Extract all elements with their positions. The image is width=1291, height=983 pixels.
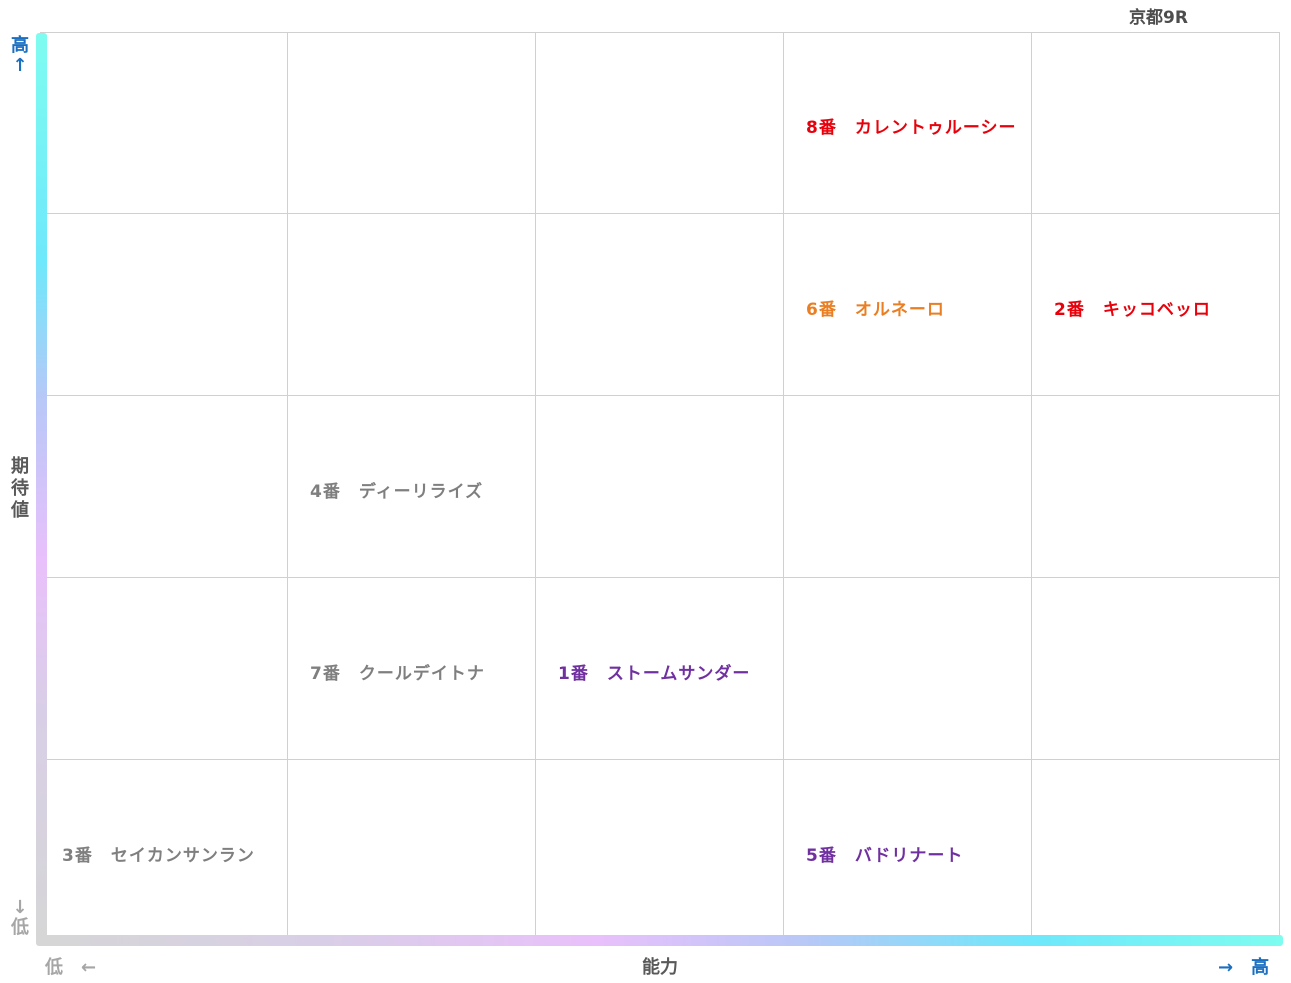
x-axis-low-label: 低 ← xyxy=(45,957,97,978)
y-title-char: 待 xyxy=(11,478,29,499)
grid-cell xyxy=(784,214,1032,396)
y-axis-high-label: 高 ↑ xyxy=(11,36,29,76)
y-axis-title: 期 待 値 xyxy=(11,456,29,522)
grid-cell xyxy=(40,396,288,578)
y-high-arrow: ↑ xyxy=(12,55,28,76)
grid-cell xyxy=(784,578,1032,760)
grid-cell xyxy=(536,214,784,396)
y-low-char: 低 xyxy=(11,917,29,938)
y-axis-low-label: ↓ 低 xyxy=(11,898,29,938)
grid-cell xyxy=(536,760,784,942)
horse-label: 8番 カレントゥルーシー xyxy=(806,118,1017,138)
horse-label: 3番 セイカンサンラン xyxy=(62,846,255,866)
y-high-char: 高 xyxy=(11,35,29,56)
grid-cell xyxy=(1032,578,1280,760)
grid-cell xyxy=(784,396,1032,578)
grid-cell xyxy=(288,760,536,942)
grid-cell xyxy=(1032,214,1280,396)
grid-cell xyxy=(288,214,536,396)
grid-cell xyxy=(536,396,784,578)
grid-cell xyxy=(1032,396,1280,578)
horse-label: 6番 オルネーロ xyxy=(806,300,945,320)
grid-cell xyxy=(288,578,536,760)
grid-top-border xyxy=(40,32,1280,33)
y-axis-bar xyxy=(36,33,47,944)
matrix-grid: 8番 カレントゥルーシー 6番 オルネーロ 2番 キッコベッロ 4番 ディーリライズ 7… xyxy=(40,32,1280,942)
horse-label: 7番 クールデイトナ xyxy=(310,664,485,684)
grid-cell xyxy=(288,396,536,578)
y-title-char: 期 xyxy=(11,456,29,477)
horse-label: 4番 ディーリライズ xyxy=(310,482,484,502)
grid-cell xyxy=(40,578,288,760)
grid-cell xyxy=(40,214,288,396)
horse-label: 5番 バドリナート xyxy=(806,846,964,866)
grid-cell xyxy=(536,578,784,760)
grid-cell xyxy=(288,32,536,214)
horse-label: 2番 キッコベッロ xyxy=(1054,300,1211,320)
y-low-arrow: ↓ xyxy=(12,897,28,918)
grid-cell xyxy=(784,32,1032,214)
horse-label: 1番 ストームサンダー xyxy=(558,664,751,684)
grid-cell xyxy=(1032,32,1280,214)
grid-cell xyxy=(1032,760,1280,942)
race-label: 京都9R xyxy=(1129,8,1188,28)
x-axis-high-label: → 高 xyxy=(1218,957,1270,978)
x-axis-bar xyxy=(36,935,1283,946)
grid-cell xyxy=(40,32,288,214)
y-title-char: 値 xyxy=(11,500,29,521)
x-axis-title: 能力 xyxy=(642,957,678,978)
grid-cell xyxy=(536,32,784,214)
